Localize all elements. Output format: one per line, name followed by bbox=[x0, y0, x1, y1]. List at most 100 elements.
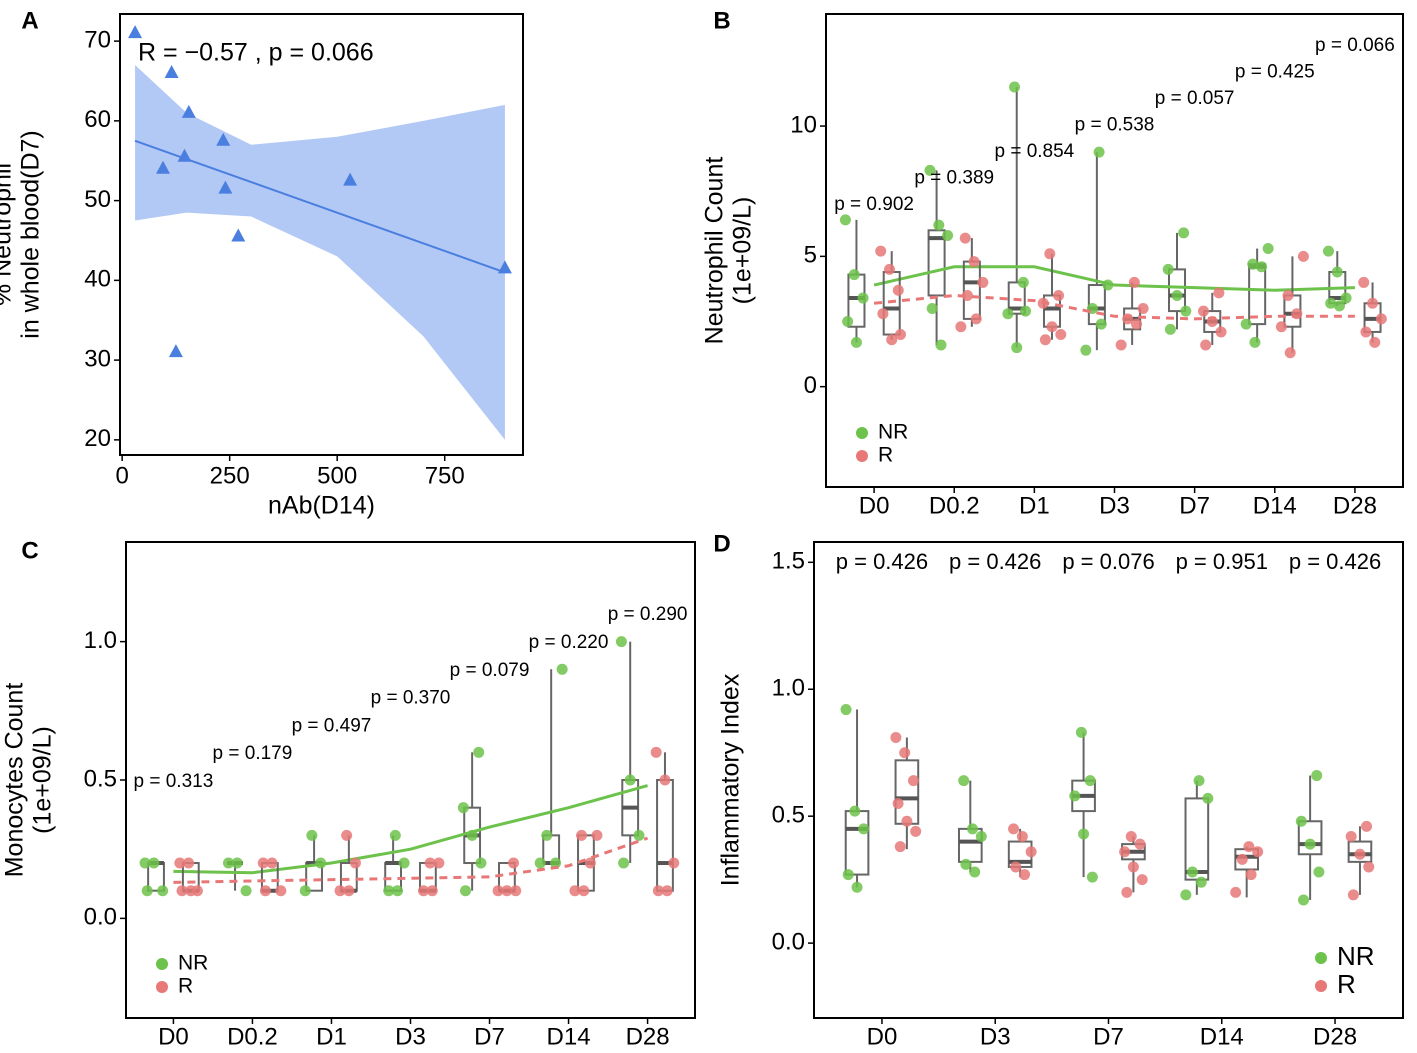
legend-label: R bbox=[878, 444, 893, 467]
point bbox=[157, 885, 169, 897]
point bbox=[1017, 276, 1029, 288]
box bbox=[844, 810, 870, 876]
point bbox=[1369, 336, 1381, 348]
point bbox=[257, 857, 269, 869]
point bbox=[1243, 841, 1255, 853]
y-tick-label: 0.0 bbox=[84, 904, 117, 931]
point bbox=[849, 805, 861, 817]
point bbox=[183, 857, 195, 869]
point bbox=[899, 747, 911, 759]
box bbox=[656, 779, 674, 892]
y-tick-label: 30 bbox=[84, 345, 111, 372]
y-tick-label: 1.0 bbox=[772, 675, 805, 702]
point bbox=[433, 857, 445, 869]
point bbox=[1275, 321, 1287, 333]
x-tick-label: D1 bbox=[316, 1023, 347, 1050]
point bbox=[1197, 305, 1209, 317]
point bbox=[1247, 258, 1259, 270]
y-tick-label: 0.5 bbox=[84, 765, 117, 792]
point bbox=[958, 775, 970, 787]
point bbox=[1363, 861, 1375, 873]
point bbox=[1186, 866, 1198, 878]
point bbox=[840, 704, 852, 716]
point bbox=[1240, 318, 1252, 330]
point bbox=[475, 857, 487, 869]
point bbox=[842, 316, 854, 328]
point bbox=[615, 636, 627, 648]
legend-label: R bbox=[1337, 969, 1356, 999]
point bbox=[181, 104, 196, 118]
point bbox=[156, 160, 171, 174]
point bbox=[164, 65, 179, 79]
point bbox=[541, 829, 553, 841]
point bbox=[1164, 323, 1176, 335]
point bbox=[892, 797, 904, 809]
point bbox=[1202, 792, 1214, 804]
point bbox=[457, 802, 469, 814]
panel-letter: C bbox=[21, 537, 38, 564]
point bbox=[1078, 828, 1090, 840]
legend-swatch bbox=[156, 958, 168, 970]
point bbox=[842, 869, 854, 881]
point bbox=[222, 857, 234, 869]
legend-swatch bbox=[156, 981, 168, 993]
y-axis-title: Neutrophil Count bbox=[701, 157, 729, 345]
point bbox=[1295, 815, 1307, 827]
p-value: p = 0.290 bbox=[608, 604, 688, 625]
x-tick-label: 500 bbox=[317, 462, 357, 489]
point bbox=[839, 214, 851, 226]
x-tick-label: D7 bbox=[474, 1023, 505, 1050]
point bbox=[1128, 276, 1140, 288]
p-value: p = 0.076 bbox=[1062, 549, 1154, 574]
point bbox=[1361, 820, 1373, 832]
point bbox=[851, 881, 863, 893]
p-value: p = 0.313 bbox=[134, 771, 214, 792]
panel-letter: D bbox=[713, 530, 730, 557]
point bbox=[661, 885, 673, 897]
point bbox=[1086, 871, 1098, 883]
point bbox=[231, 228, 246, 242]
point bbox=[1331, 266, 1343, 278]
point bbox=[1002, 308, 1014, 320]
y-tick-label: 10 bbox=[790, 111, 817, 138]
trend-line bbox=[173, 836, 649, 884]
point bbox=[1282, 289, 1294, 301]
plot-frame bbox=[813, 541, 1404, 1019]
box bbox=[1297, 820, 1323, 856]
point bbox=[1119, 846, 1131, 858]
x-tick-label: D0.2 bbox=[227, 1023, 278, 1050]
x-tick-label: D14 bbox=[547, 1023, 591, 1050]
point bbox=[1345, 830, 1357, 842]
x-tick-label: 750 bbox=[425, 462, 465, 489]
point bbox=[299, 885, 311, 897]
p-value: p = 0.220 bbox=[529, 632, 609, 653]
x-tick-label: 250 bbox=[210, 462, 250, 489]
point bbox=[1354, 848, 1366, 860]
point bbox=[1322, 245, 1334, 257]
point bbox=[961, 289, 973, 301]
p-value: p = 0.951 bbox=[1176, 549, 1268, 574]
panel-letter: A bbox=[21, 7, 38, 34]
y-tick-label: 70 bbox=[84, 26, 111, 53]
point bbox=[1180, 889, 1192, 901]
y-tick-label: 1.0 bbox=[84, 627, 117, 654]
point bbox=[857, 292, 869, 304]
point bbox=[392, 885, 404, 897]
point bbox=[1020, 305, 1032, 317]
point bbox=[1360, 326, 1372, 338]
legend-swatch bbox=[856, 427, 868, 439]
point bbox=[1055, 329, 1067, 341]
p-value: p = 0.854 bbox=[994, 141, 1074, 162]
x-tick-label: D28 bbox=[1333, 492, 1377, 519]
point bbox=[141, 885, 153, 897]
confidence-band bbox=[135, 65, 505, 440]
plot-frame bbox=[119, 13, 524, 456]
x-tick-label: 0 bbox=[115, 462, 128, 489]
point bbox=[935, 339, 947, 351]
point bbox=[185, 885, 197, 897]
point bbox=[1340, 292, 1352, 304]
p-value: p = 0.425 bbox=[1235, 62, 1315, 83]
box bbox=[1184, 797, 1210, 881]
point bbox=[875, 245, 887, 257]
point bbox=[1095, 318, 1107, 330]
